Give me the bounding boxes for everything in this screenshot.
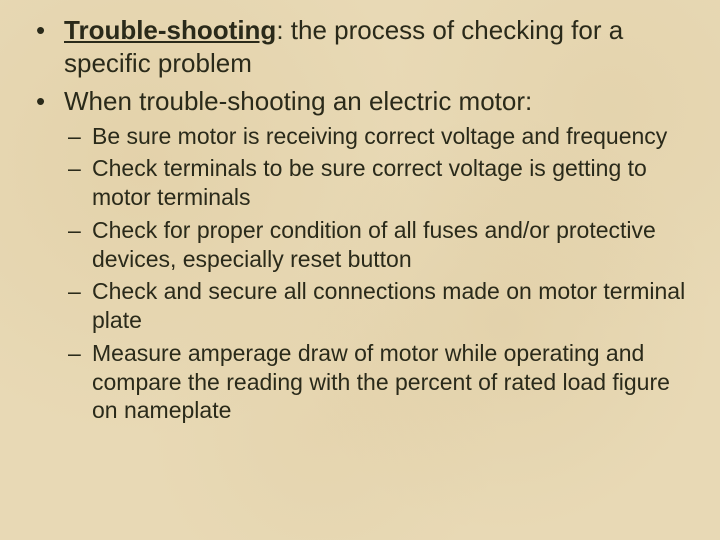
definition-term: Trouble-shooting: [64, 15, 276, 45]
sub-item-text: Check terminals to be sure correct volta…: [92, 155, 647, 210]
sub-item-text: Check and secure all connections made on…: [92, 278, 685, 333]
sub-item: Check and secure all connections made on…: [64, 277, 692, 335]
sub-item: Be sure motor is receiving correct volta…: [64, 122, 692, 151]
bullet-definition: Trouble-shooting: the process of checkin…: [28, 14, 692, 79]
sub-item: Check terminals to be sure correct volta…: [64, 154, 692, 212]
sub-item-text: Be sure motor is receiving correct volta…: [92, 123, 667, 149]
top-list: Trouble-shooting: the process of checkin…: [28, 14, 692, 425]
sub-item-text: Measure amperage draw of motor while ope…: [92, 340, 670, 424]
sub-item: Measure amperage draw of motor while ope…: [64, 339, 692, 425]
sub-item: Check for proper condition of all fuses …: [64, 216, 692, 274]
sub-item-text: Check for proper condition of all fuses …: [92, 217, 656, 272]
bullet-when: When trouble-shooting an electric motor:…: [28, 85, 692, 425]
slide: Trouble-shooting: the process of checkin…: [0, 0, 720, 540]
when-text: When trouble-shooting an electric motor:: [64, 86, 532, 116]
sub-list: Be sure motor is receiving correct volta…: [64, 122, 692, 426]
